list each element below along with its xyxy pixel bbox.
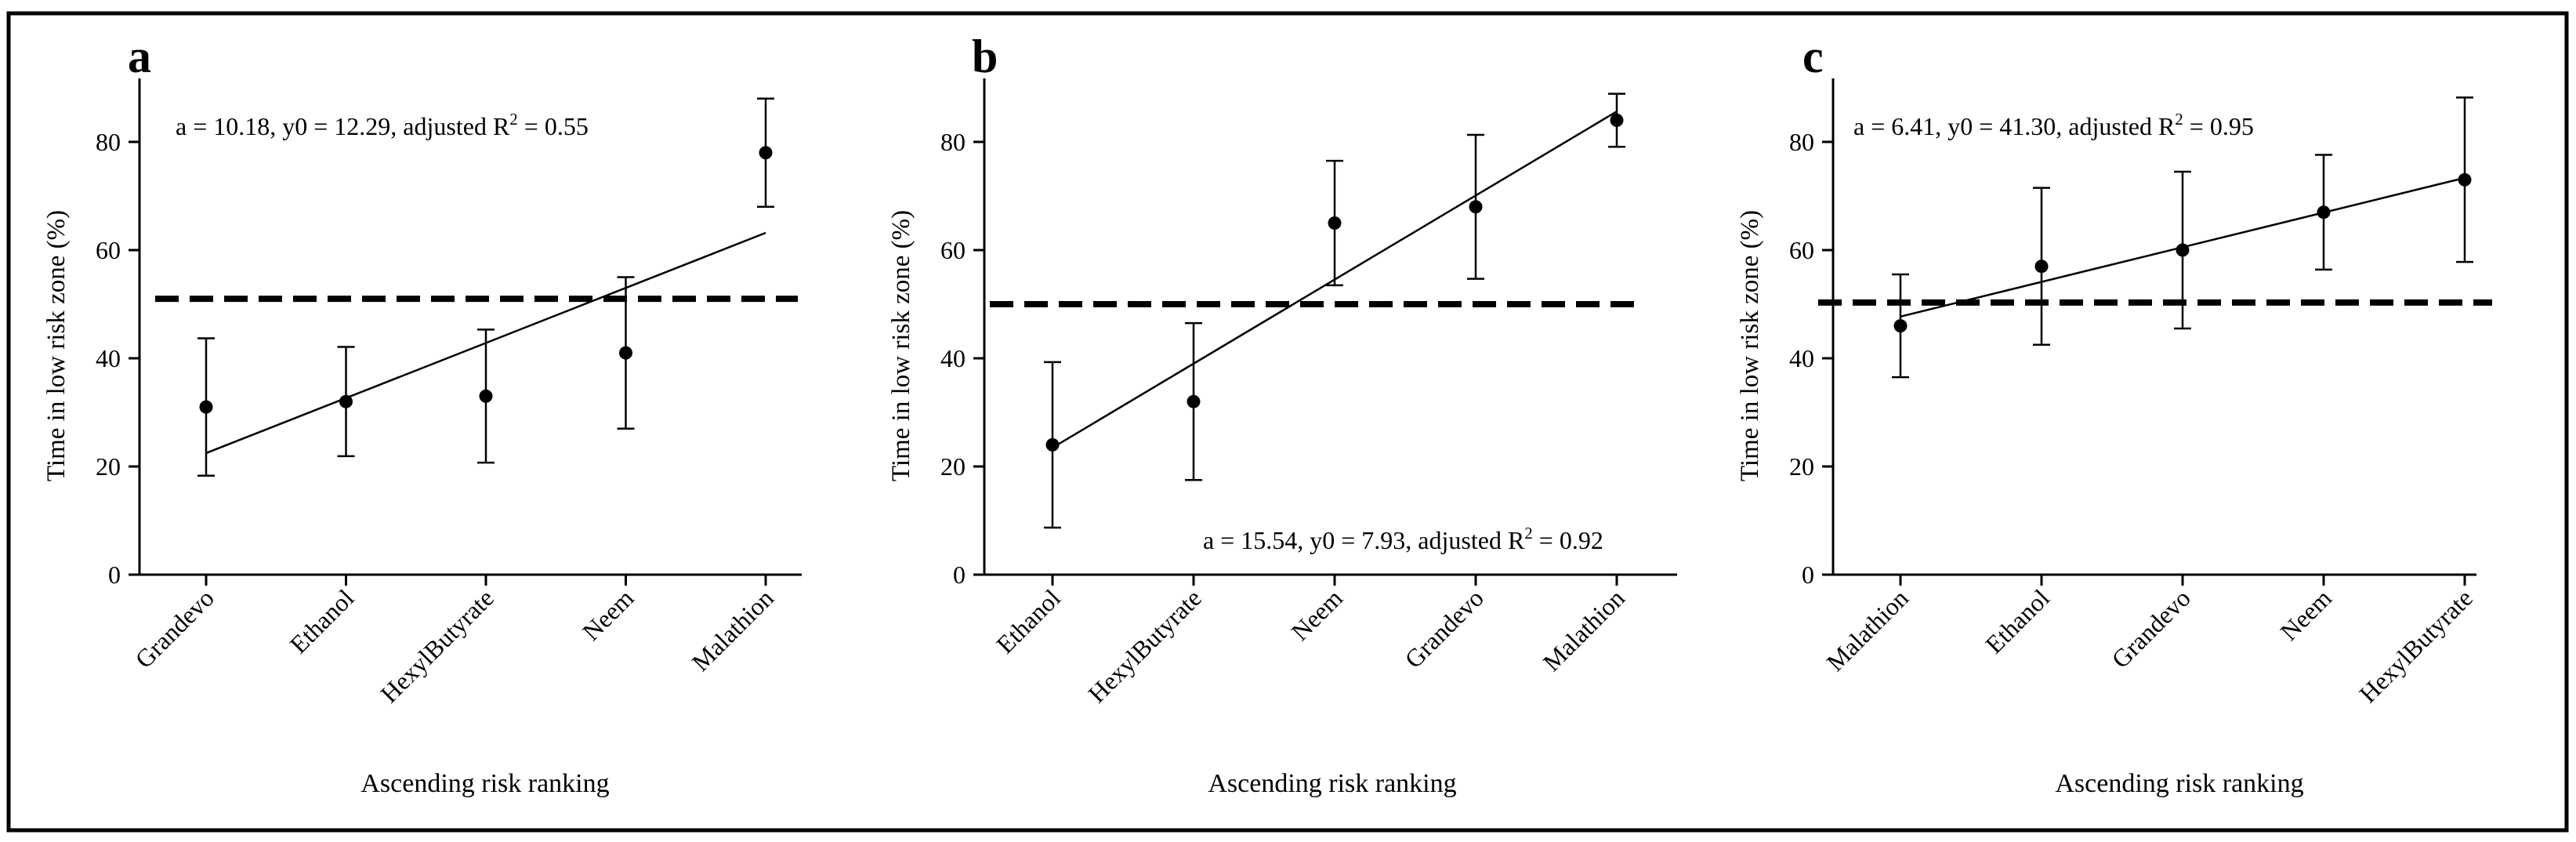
y-axis-title: Time in low risk zone (%) [887, 210, 915, 481]
x-tick-label: Malathion [1537, 583, 1629, 676]
x-tick-label: Ethanol [1980, 583, 2055, 659]
y-tick-label: 40 [940, 344, 966, 372]
fit-equation-main: a = 15.54, y0 = 7.93, adjusted R [1203, 526, 1525, 554]
fit-equation-tail: = 0.92 [1533, 526, 1603, 554]
fit-equation: a = 10.18, y0 = 12.29, adjusted R2 = 0.5… [176, 110, 589, 140]
data-point [2458, 172, 2472, 187]
fit-equation-main: a = 10.18, y0 = 12.29, adjusted R [176, 112, 510, 140]
x-tick-label: Neem [577, 583, 639, 646]
y-tick-label: 80 [1789, 128, 1814, 156]
x-tick-label: Neem [2274, 583, 2337, 646]
y-tick-label: 20 [96, 452, 121, 481]
data-point [2034, 259, 2049, 274]
y-tick-label: 40 [1789, 344, 1814, 372]
data-point [199, 400, 213, 414]
x-axis-title: Ascending risk ranking [2055, 769, 2303, 798]
fit-equation-tail: = 0.55 [518, 112, 589, 140]
x-tick-label: Malathion [686, 583, 778, 676]
y-tick-label: 20 [1789, 452, 1814, 481]
x-tick-label: Ethanol [284, 583, 360, 659]
x-tick-label: HexylButyrate [2353, 583, 2478, 708]
panel-marks: 0 20 40 60 80 Ethanol HexylButyrate Neem Grandev… [940, 93, 1644, 708]
panel-marks: 0 20 40 60 80 Malathion Ethanol Grandevo Neem Hex… [1789, 96, 2492, 708]
x-axis-title: Ascending risk ranking [1208, 769, 1456, 798]
panel-b: b Time in low risk zone (%) Ascending ri… [887, 31, 1677, 798]
y-axis-title: Time in low risk zone (%) [42, 210, 71, 481]
panel-marks: 0 20 40 60 80 Grandevo Ethanol HexylButyrate Nee… [96, 97, 798, 708]
y-tick-label: 0 [1802, 561, 1814, 589]
fit-equation-sup: 2 [509, 110, 518, 129]
panel-letter: b [972, 31, 998, 82]
x-axis-title: Ascending risk ranking [360, 769, 609, 798]
x-tick-label: HexylButyrate [375, 583, 499, 708]
data-point [2176, 243, 2190, 257]
data-point [2317, 205, 2331, 220]
y-tick-label: 20 [940, 452, 966, 481]
panel-a: a Time in low risk zone (%) Ascending ri… [42, 31, 802, 798]
x-tick-label: Grandevo [1399, 583, 1489, 673]
data-point [619, 346, 632, 360]
y-tick-label: 0 [953, 561, 966, 589]
y-tick-label: 80 [96, 128, 121, 156]
x-tick-label: Malathion [1821, 583, 1913, 676]
data-point [759, 146, 773, 160]
y-axis-title: Time in low risk zone (%) [1736, 210, 1764, 481]
data-point [1893, 319, 1908, 333]
x-tick-label: Grandevo [129, 583, 219, 673]
data-point [1610, 113, 1624, 127]
x-tick-label: HexylButyrate [1082, 583, 1207, 708]
y-tick-label: 40 [96, 344, 121, 372]
y-tick-label: 60 [940, 236, 966, 264]
fit-equation-sup: 2 [1524, 524, 1533, 543]
x-tick-label: Neem [1285, 583, 1348, 646]
data-point [1328, 216, 1342, 230]
data-point [1045, 437, 1060, 452]
panel-letter: a [128, 31, 151, 82]
fit-equation: a = 6.41, y0 = 41.30, adjusted R2 = 0.95 [1853, 110, 2254, 140]
data-point [339, 394, 353, 408]
y-tick-label: 60 [1789, 236, 1814, 264]
x-tick-label: Grandevo [2106, 583, 2196, 673]
fit-equation-sup: 2 [2175, 110, 2183, 129]
y-tick-label: 0 [108, 561, 121, 589]
panel-c: c Time in low risk zone (%) Ascending ri… [1736, 31, 2492, 798]
data-point [1187, 394, 1201, 408]
y-tick-label: 80 [940, 128, 966, 156]
data-point [1469, 200, 1483, 214]
fit-equation-tail: = 0.95 [2183, 112, 2254, 140]
figure-frame [6, 11, 2569, 833]
x-tick-label: Ethanol [991, 583, 1066, 659]
fit-equation: a = 15.54, y0 = 7.93, adjusted R2 = 0.92 [1203, 524, 1603, 554]
y-tick-label: 60 [96, 236, 121, 264]
data-point [479, 389, 493, 403]
fit-equation-main: a = 6.41, y0 = 41.30, adjusted R [1853, 112, 2176, 140]
panel-letter: c [1802, 31, 1824, 82]
